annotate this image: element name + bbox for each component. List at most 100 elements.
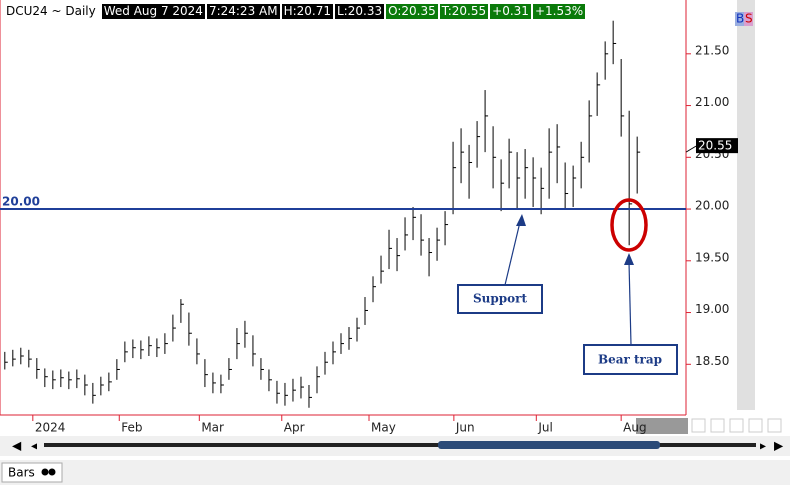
price-bar <box>252 335 256 367</box>
highlight-circle <box>610 198 648 252</box>
tool-button[interactable] <box>748 418 763 433</box>
price-bar <box>44 368 48 388</box>
price-bar <box>180 299 184 323</box>
y-tick-label: 19.50 <box>695 250 729 264</box>
price-bar <box>532 157 537 207</box>
tool-button[interactable] <box>691 418 706 433</box>
price-bar <box>500 159 505 212</box>
price-bar <box>164 333 168 354</box>
status-icon <box>41 468 49 476</box>
price-bar <box>428 238 433 277</box>
price-bar <box>572 165 577 207</box>
price-bar <box>292 378 296 402</box>
annotation-text: Bear trap <box>598 353 662 367</box>
price-bar <box>324 351 328 375</box>
scroll-right[interactable]: ▶ <box>774 439 784 453</box>
price-bar <box>508 138 513 189</box>
scroll-thumb[interactable] <box>438 441 660 449</box>
price-bar <box>28 349 32 368</box>
price-bar <box>628 110 633 246</box>
x-tick-label: Apr <box>284 421 305 435</box>
annotation-arrow <box>504 221 521 286</box>
price-bar <box>372 276 377 303</box>
last-price-label: 20.55 <box>698 139 732 153</box>
tool-button[interactable] <box>710 418 725 433</box>
price-bar <box>388 229 393 270</box>
price-bar <box>476 121 481 168</box>
scroll-track <box>44 443 756 447</box>
price-bar <box>76 369 80 389</box>
price-bar <box>196 338 200 365</box>
scroll-right-small[interactable]: ▸ <box>760 439 766 453</box>
price-bar <box>140 340 144 360</box>
x-tick-label: Feb <box>121 421 142 435</box>
price-bar <box>604 41 609 80</box>
price-bar <box>124 341 128 363</box>
price-bar <box>620 58 625 137</box>
price-bar <box>100 376 104 396</box>
price-bar <box>588 100 593 163</box>
price-bar <box>68 371 72 390</box>
info-field: O:20.35 <box>386 4 438 19</box>
status-box[interactable] <box>1 462 63 483</box>
x-tick-label: 2024 <box>35 421 66 435</box>
price-bar <box>108 372 112 392</box>
x-tick-label: Mar <box>201 421 224 435</box>
price-bar <box>580 141 585 189</box>
price-bar <box>332 341 336 365</box>
price-bar <box>60 369 64 388</box>
info-field: DCU24 ~ Daily <box>6 4 96 18</box>
last-price-pointer <box>685 145 697 153</box>
price-bar <box>228 358 232 380</box>
price-bar <box>340 333 344 354</box>
price-bar <box>204 359 208 388</box>
side-button[interactable] <box>735 12 744 26</box>
price-bar <box>356 317 361 342</box>
info-field: H:20.71 <box>281 4 333 19</box>
info-field: L:20.33 <box>335 4 385 19</box>
price-bar <box>116 359 120 380</box>
price-bar <box>212 372 216 394</box>
side-button-label: S <box>745 12 753 26</box>
price-bar <box>596 72 601 116</box>
price-bar <box>284 382 288 406</box>
price-bar <box>548 128 553 199</box>
tool-button[interactable] <box>729 418 744 433</box>
price-bar <box>4 351 8 370</box>
y-tick-label: 19.00 <box>695 302 729 316</box>
horizontal-line-label: 20.00 <box>2 195 40 209</box>
side-button-label: B <box>736 12 744 26</box>
scroll-left[interactable]: ◀ <box>12 439 22 453</box>
info-field: +1.53% <box>532 4 586 19</box>
price-bar <box>436 227 441 261</box>
price-bar <box>12 349 16 367</box>
price-bar <box>84 374 88 396</box>
price-bar <box>396 238 401 272</box>
side-strip <box>737 0 755 410</box>
tool-button[interactable] <box>767 418 782 433</box>
y-tick-label: 18.50 <box>695 354 729 368</box>
price-bar <box>236 328 240 360</box>
price-bar <box>404 217 409 251</box>
annotation-box <box>583 344 678 375</box>
x-tick-label: May <box>371 421 396 435</box>
annotation-text: Support <box>473 292 527 306</box>
price-bar <box>316 366 320 394</box>
price-bar <box>540 167 545 215</box>
last-price-box <box>696 138 738 154</box>
scroll-left-small[interactable]: ◂ <box>31 439 37 453</box>
price-bar <box>444 211 449 246</box>
price-bar <box>452 141 457 215</box>
price-bar <box>364 297 369 325</box>
price-bar <box>244 320 248 348</box>
price-bar <box>276 380 280 404</box>
axis-scroll-box <box>636 418 688 434</box>
price-bar <box>188 312 192 346</box>
toolbar-buttons <box>691 418 782 433</box>
price-bar <box>52 370 56 390</box>
side-button[interactable] <box>744 12 753 26</box>
annotation-arrow <box>628 261 632 346</box>
price-bar <box>612 20 617 65</box>
price-bar <box>524 149 529 199</box>
